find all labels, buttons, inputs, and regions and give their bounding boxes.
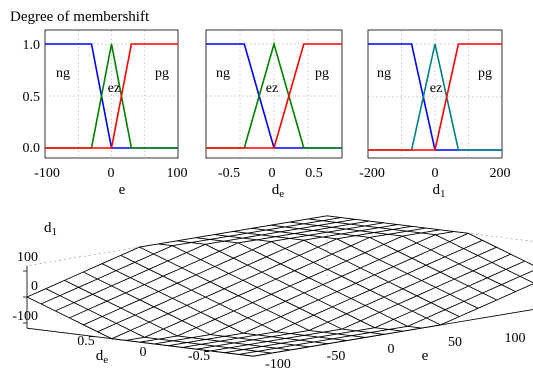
mesh-line-de xyxy=(270,224,497,301)
x-tick-zero: 0 xyxy=(269,166,276,181)
mesh-line-de xyxy=(101,263,329,345)
x-tick-max: 0.5 xyxy=(305,166,323,181)
mesh-line-de xyxy=(83,271,310,348)
x-tick-max: 200 xyxy=(490,166,511,181)
membership-lines xyxy=(45,43,178,149)
surface-mesh xyxy=(26,215,533,357)
z-tick-min100: -100 xyxy=(12,309,38,324)
mesh-line-de xyxy=(26,296,254,357)
x-tick-min50: -50 xyxy=(327,349,346,364)
mesh-line-de xyxy=(64,279,291,351)
series-line-pg xyxy=(45,43,178,149)
series-line-pg xyxy=(368,43,502,151)
membership-panel-de: -0.5 0 0.5 de ng ez pg xyxy=(205,29,343,200)
series-label-pg: pg xyxy=(478,66,492,81)
x-tick-0: 0 xyxy=(388,342,395,357)
membership-panel-e: 1.0 0.5 0.0 -100 0 100 e ng ez pg xyxy=(23,29,188,198)
y-tick-0: 0 xyxy=(140,345,147,360)
figure-title: Degree of membershift xyxy=(10,9,150,25)
mesh-line-e xyxy=(125,227,426,341)
side-wall-edge xyxy=(326,215,533,242)
mesh-line-de xyxy=(326,215,533,266)
mesh-line-de xyxy=(308,218,533,284)
surface-plot: d1 100 0 -100 0.5 0 -0.5 de -100 -50 0 5… xyxy=(12,215,533,371)
x-axis-label: de xyxy=(272,182,285,200)
series-label-pg: pg xyxy=(155,66,169,81)
mesh-line-e xyxy=(111,225,412,340)
y-tick-05: 0.5 xyxy=(77,334,95,349)
series-label-ez: ez xyxy=(108,81,120,96)
mesh-line-e xyxy=(168,232,469,347)
plot-frame xyxy=(367,29,503,159)
x-axis-label: d1 xyxy=(433,182,446,200)
mesh-line-de xyxy=(195,237,422,329)
mesh-line-de xyxy=(45,288,272,354)
series-label-pg: pg xyxy=(315,66,329,81)
x-tick-min: -100 xyxy=(34,166,60,181)
x-axis-label: e xyxy=(119,182,126,198)
mesh-line-de xyxy=(120,254,347,342)
x-axis-label: e xyxy=(422,348,429,364)
plot-frame xyxy=(44,29,179,159)
series-label-ng: ng xyxy=(56,66,70,81)
x-tick-zero: 0 xyxy=(432,166,439,181)
back-wall-edge xyxy=(26,215,328,329)
z-tick-0: 0 xyxy=(31,279,38,294)
mesh-line-de xyxy=(158,243,385,335)
plot-frame xyxy=(205,29,343,159)
x-tick-50: 50 xyxy=(448,335,462,350)
series-label-ez: ez xyxy=(266,81,278,96)
y-axis-label: de xyxy=(96,348,109,366)
x-tick-min: -200 xyxy=(359,166,385,181)
mesh-line-de xyxy=(251,227,479,309)
y-tick-0: 0.0 xyxy=(23,141,41,156)
x-tick-zero: 0 xyxy=(108,166,115,181)
y-tick-1: 1.0 xyxy=(23,38,41,53)
x-tick-max: 100 xyxy=(167,166,188,181)
y-tick-05: 0.5 xyxy=(23,90,41,105)
membership-panel-d1: -200 0 200 d1 ng ez pg xyxy=(359,29,511,200)
series-line-pg xyxy=(206,43,342,149)
x-tick-min100: -100 xyxy=(265,357,291,371)
mesh-line-de xyxy=(139,246,366,338)
series-label-ng: ng xyxy=(216,66,230,81)
mesh-line-de xyxy=(233,230,460,318)
x-tick-min: -0.5 xyxy=(218,166,240,181)
z-axis-label: d1 xyxy=(44,220,57,238)
mesh-line-e xyxy=(154,231,455,345)
series-label-ng: ng xyxy=(377,66,391,81)
mesh-line-de xyxy=(289,221,516,293)
mesh-line-de xyxy=(214,234,441,326)
z-tick-100: 100 xyxy=(17,250,38,265)
membership-lines xyxy=(206,41,342,149)
series-label-ez: ez xyxy=(430,81,442,96)
grid-lines xyxy=(368,30,502,158)
y-tick-min05: -0.5 xyxy=(188,349,210,364)
x-tick-100: 100 xyxy=(505,331,526,346)
membership-lines xyxy=(368,43,502,151)
mesh-line-de xyxy=(176,240,404,332)
grid-lines xyxy=(45,30,178,158)
